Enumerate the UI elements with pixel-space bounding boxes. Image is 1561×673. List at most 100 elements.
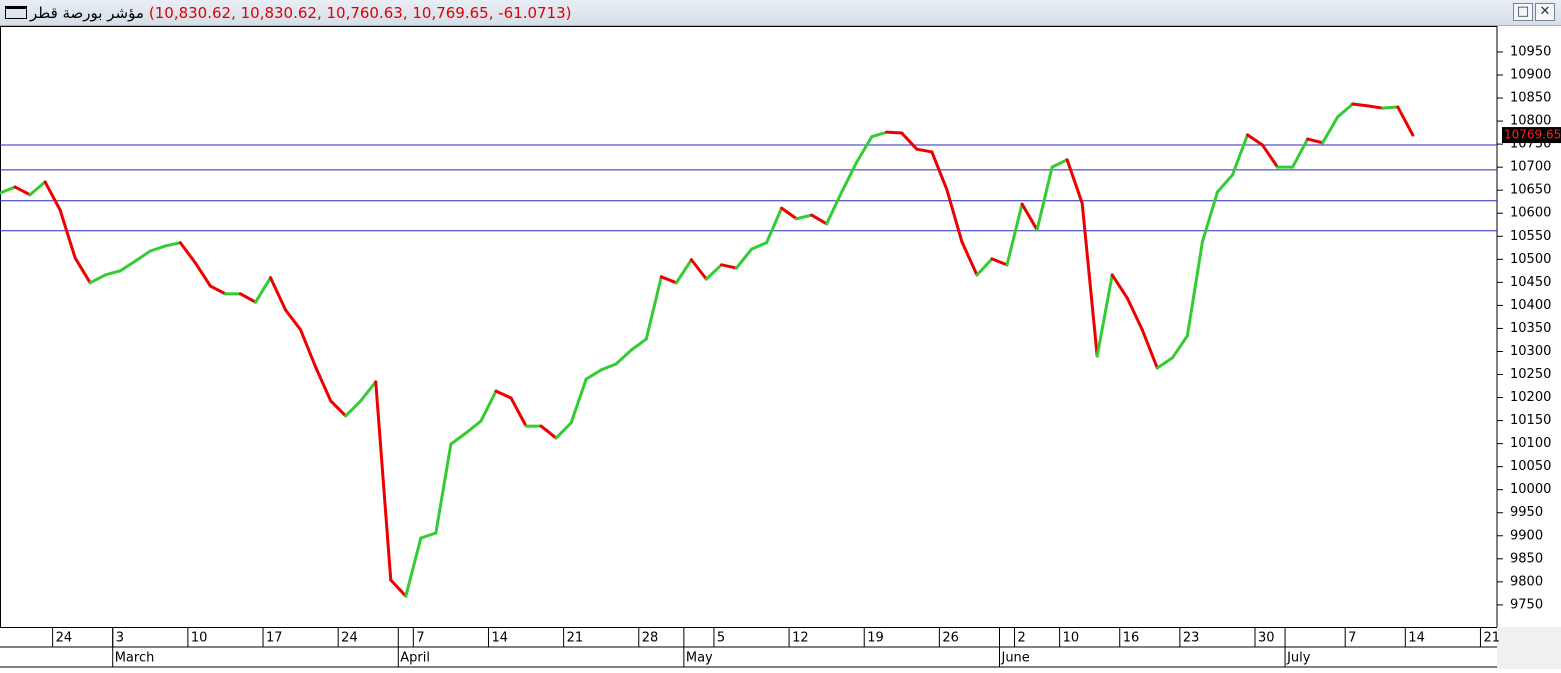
line-segment: [1005, 202, 1024, 267]
line-segment: [584, 368, 603, 381]
line-segment: [659, 275, 678, 285]
line-segment: [254, 276, 273, 304]
line-segment: [704, 263, 723, 281]
line-segment: [1215, 173, 1234, 194]
y-tick-label: 10200: [1510, 390, 1551, 405]
line-segment: [1321, 115, 1340, 145]
x-tick-label: 5: [717, 631, 725, 646]
line-segment: [539, 424, 558, 440]
line-segment: [765, 206, 784, 245]
line-segment: [1035, 165, 1054, 232]
line-segment: [1291, 137, 1310, 169]
line-segment: [464, 419, 483, 435]
line-segment: [1080, 201, 1099, 358]
line-segment: [1185, 240, 1204, 338]
line-segment: [389, 578, 408, 598]
line-segment: [374, 380, 393, 582]
plot-frame: [0, 26, 1498, 628]
line-segment: [840, 160, 859, 194]
line-segment: [930, 150, 949, 192]
x-tick-label: 24: [56, 631, 73, 646]
line-segment: [734, 247, 753, 270]
line-segment: [118, 259, 137, 273]
line-segment: [1170, 334, 1189, 360]
line-segment: [73, 256, 92, 285]
line-segment: [88, 273, 107, 285]
month-label: July: [1286, 651, 1311, 666]
line-segment: [163, 241, 182, 248]
y-tick-label: 10250: [1510, 367, 1551, 382]
y-tick-label: 9950: [1510, 505, 1543, 520]
line-segment: [945, 188, 964, 244]
line-segment: [554, 421, 573, 440]
line-segment: [1155, 356, 1174, 370]
x-tick-label: 14: [491, 631, 508, 646]
x-tick-label: 21: [567, 631, 584, 646]
line-segment: [1261, 143, 1280, 169]
y-tick-label: 9850: [1510, 551, 1543, 566]
line-segment: [795, 213, 814, 221]
x-tick-label: 30: [1258, 631, 1275, 646]
line-segment: [975, 257, 994, 277]
x-tick-label: 16: [1123, 631, 1140, 646]
line-segment: [479, 389, 498, 423]
y-tick-label: 10100: [1510, 436, 1551, 451]
line-segment: [208, 284, 227, 296]
line-segment: [990, 257, 1009, 267]
y-tick-label: 10150: [1510, 413, 1551, 428]
chart-title: مؤشر بورصة قطر: [30, 3, 144, 22]
line-segment: [614, 348, 633, 366]
y-tick-label: 10900: [1510, 67, 1551, 82]
x-tick-label: 17: [266, 631, 283, 646]
y-tick-label: 9900: [1510, 528, 1543, 543]
line-segment: [960, 240, 979, 277]
line-segment: [900, 131, 919, 151]
close-button[interactable]: ✕: [1535, 3, 1555, 21]
y-tick-label: 9800: [1510, 574, 1543, 589]
line-segment: [509, 396, 528, 428]
line-segment: [870, 130, 889, 139]
corner: [1497, 627, 1561, 669]
month-label: March: [115, 651, 155, 666]
x-tick-label: 7: [416, 631, 424, 646]
line-segment: [1125, 296, 1144, 332]
chart: 9750 9800 9850 9900 9950 10000 10050 10100 10150…: [0, 26, 1561, 669]
line-segment: [193, 261, 212, 288]
x-tick-label: 3: [116, 631, 124, 646]
line-segment: [885, 130, 904, 135]
y-tick-label: 9750: [1510, 597, 1543, 612]
line-segment: [404, 536, 423, 598]
line-segment: [103, 269, 122, 277]
line-segment: [28, 180, 47, 197]
title-bar: مؤشر بورصة قطر (10,830.62, 10,830.62, 10…: [0, 0, 1561, 26]
x-tick-label: 19: [867, 631, 884, 646]
last-value-box: [1502, 127, 1561, 144]
line-segment: [284, 308, 303, 332]
line-segment: [629, 337, 648, 352]
line-segment: [178, 241, 197, 265]
line-segment: [1050, 158, 1069, 169]
line-segment: [1381, 105, 1400, 110]
line-segment: [1020, 202, 1039, 232]
x-tick-label: 2: [1018, 631, 1026, 646]
y-tick-label: 10700: [1510, 160, 1551, 175]
y-tick-label: 10350: [1510, 321, 1551, 336]
window-icon: [5, 6, 27, 19]
line-segment: [344, 399, 363, 418]
y-tick-label: 10550: [1510, 229, 1551, 244]
restore-button[interactable]: □: [1513, 3, 1533, 21]
line-segment: [674, 258, 693, 285]
line-segment: [1396, 105, 1415, 137]
month-label: April: [400, 651, 430, 666]
y-tick-label: 10050: [1510, 459, 1551, 474]
x-tick-label: 10: [1063, 631, 1080, 646]
y-tick-label: 10950: [1510, 44, 1551, 59]
line-segment: [449, 431, 468, 446]
x-tick-label: 14: [1408, 631, 1425, 646]
y-tick-label: 10500: [1510, 252, 1551, 267]
line-segment: [689, 258, 708, 281]
y-tick-label: 10300: [1510, 344, 1551, 359]
line-segment: [314, 365, 333, 403]
line-segment: [719, 263, 738, 270]
